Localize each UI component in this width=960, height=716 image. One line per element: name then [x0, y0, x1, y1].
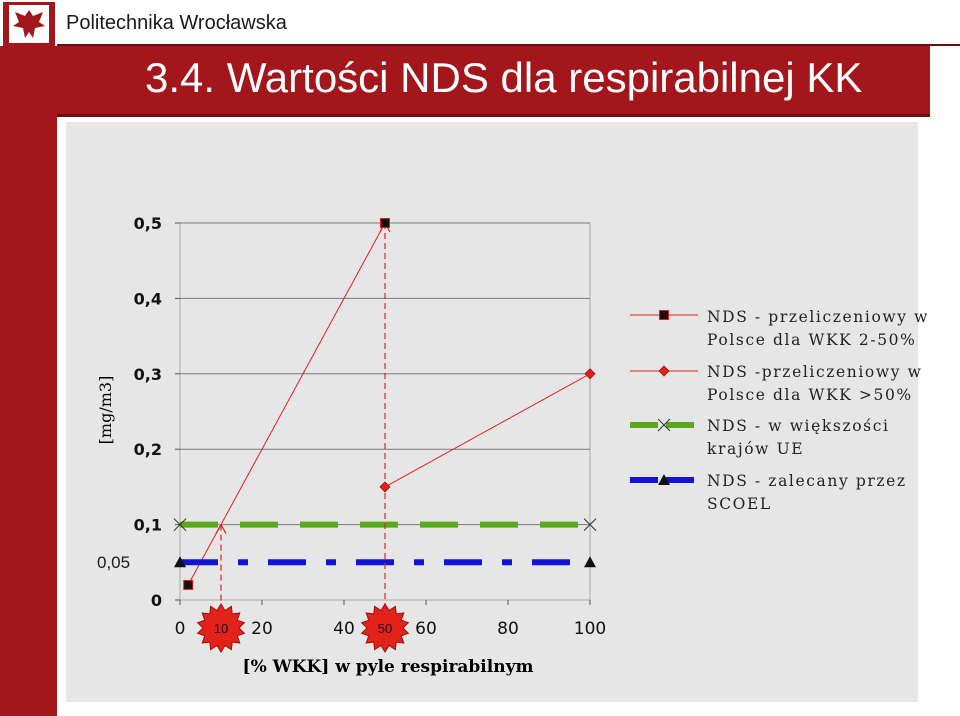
x-tick-label: 20	[251, 619, 273, 639]
y-tick-label: 0,5	[134, 214, 162, 233]
x-axis-label: [% WKK] w pyle respirabilnym	[243, 657, 534, 677]
y-tick-label: 0,3	[134, 365, 162, 384]
y-tick-label: 0,4	[134, 289, 162, 308]
y-tick-label: 0,2	[134, 440, 162, 459]
x-tick-label: 80	[497, 619, 519, 639]
legend-label-1: NDS - przeliczeniowy w Polsce dla WKK 2-…	[707, 306, 937, 352]
badge-label: 10	[214, 621, 228, 636]
x-tick-label: 0	[175, 619, 186, 639]
legend-label-4: NDS - zalecany przez SCOEL	[707, 470, 937, 516]
x-tick-label: 60	[415, 619, 437, 639]
y-axis-label: [mg/m3]	[96, 376, 115, 445]
badge-label: 50	[378, 621, 392, 636]
x-tick-label: 40	[333, 619, 355, 639]
data-point	[381, 219, 390, 228]
y-tick-label: 0	[151, 591, 162, 610]
legend-marker	[660, 311, 669, 320]
y-tick-label: 0,1	[134, 516, 162, 535]
inset-value-label: 0,05	[97, 553, 130, 573]
legend-label-2: NDS -przeliczeniowy w Polsce dla WKK >50…	[707, 361, 937, 407]
data-point	[184, 580, 193, 589]
legend-label-3: NDS - w większości krajów UE	[707, 415, 937, 461]
x-tick-label: 100	[574, 619, 606, 639]
